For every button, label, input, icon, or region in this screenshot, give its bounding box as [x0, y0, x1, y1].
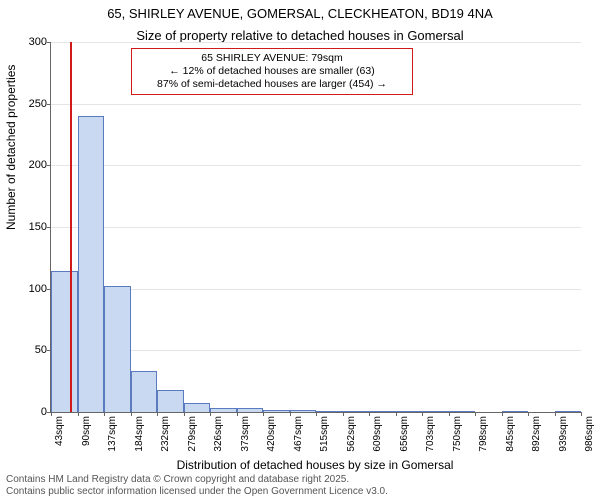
- histogram-bar: [422, 411, 449, 412]
- ytick-label: 300: [29, 36, 51, 48]
- histogram-bar: [449, 411, 476, 412]
- xtick-label: 90sqm: [81, 412, 92, 446]
- xtick-label: 562sqm: [346, 412, 357, 452]
- histogram-bar: [502, 411, 529, 412]
- histogram-bar: [316, 411, 343, 412]
- ytick-label: 50: [35, 344, 51, 356]
- xtick-label: 279sqm: [187, 412, 198, 452]
- xtick-label: 656sqm: [399, 412, 410, 452]
- ytick-label: 100: [29, 283, 51, 295]
- histogram-bar: [263, 410, 290, 412]
- footer-line-2: Contains public sector information licen…: [6, 486, 388, 498]
- xtick-label: 326sqm: [213, 412, 224, 452]
- ytick-label: 250: [29, 98, 51, 110]
- info-box-line3: 87% of semi-detached houses are larger (…: [138, 78, 406, 91]
- histogram-bar: [157, 390, 184, 412]
- histogram-bar: [555, 411, 582, 412]
- xtick-label: 467sqm: [293, 412, 304, 452]
- ytick-label: 200: [29, 159, 51, 171]
- xtick-label: 750sqm: [452, 412, 463, 452]
- histogram-bar: [104, 286, 131, 412]
- histogram-bar: [237, 408, 264, 412]
- gridline-h: [51, 350, 581, 351]
- info-box: 65 SHIRLEY AVENUE: 79sqm← 12% of detache…: [131, 48, 413, 95]
- histogram-bar: [210, 408, 237, 412]
- reference-line: [70, 42, 72, 412]
- footer-line-1: Contains HM Land Registry data © Crown c…: [6, 474, 388, 486]
- chart-title-1: 65, SHIRLEY AVENUE, GOMERSAL, CLECKHEATO…: [0, 0, 600, 22]
- histogram-bar: [369, 411, 396, 412]
- xtick-label: 232sqm: [160, 412, 171, 452]
- gridline-h: [51, 165, 581, 166]
- chart-footer: Contains HM Land Registry data © Crown c…: [6, 474, 388, 498]
- xtick-label: 798sqm: [478, 412, 489, 452]
- plot-area: 05010015020025030043sqm90sqm137sqm184sqm…: [50, 42, 581, 413]
- histogram-bar: [290, 410, 317, 412]
- xtick-label: 515sqm: [319, 412, 330, 452]
- histogram-bar: [131, 371, 158, 412]
- gridline-h: [51, 104, 581, 105]
- gridline-h: [51, 42, 581, 43]
- xtick-label: 137sqm: [107, 412, 118, 452]
- gridline-h: [51, 227, 581, 228]
- ytick-label: 150: [29, 221, 51, 233]
- chart-title-2: Size of property relative to detached ho…: [0, 22, 600, 44]
- xtick-label: 420sqm: [266, 412, 277, 452]
- xtick-label: 43sqm: [54, 412, 65, 446]
- ytick-label: 0: [41, 406, 51, 418]
- info-box-line1: 65 SHIRLEY AVENUE: 79sqm: [138, 52, 406, 65]
- xtick-label: 609sqm: [372, 412, 383, 452]
- xtick-label: 986sqm: [584, 412, 595, 452]
- xtick-label: 845sqm: [505, 412, 516, 452]
- xtick-label: 373sqm: [240, 412, 251, 452]
- x-axis-label: Distribution of detached houses by size …: [50, 458, 580, 472]
- histogram-bar: [184, 403, 211, 412]
- histogram-bar: [78, 116, 105, 412]
- histogram-bar: [343, 411, 370, 412]
- xtick-label: 703sqm: [425, 412, 436, 452]
- xtick-label: 184sqm: [134, 412, 145, 452]
- xtick-label: 939sqm: [558, 412, 569, 452]
- xtick-label: 892sqm: [531, 412, 542, 452]
- y-axis-label: Number of detached properties: [4, 65, 18, 230]
- histogram-bar: [51, 271, 78, 412]
- info-box-line2: ← 12% of detached houses are smaller (63…: [138, 65, 406, 78]
- gridline-h: [51, 289, 581, 290]
- histogram-bar: [396, 411, 423, 412]
